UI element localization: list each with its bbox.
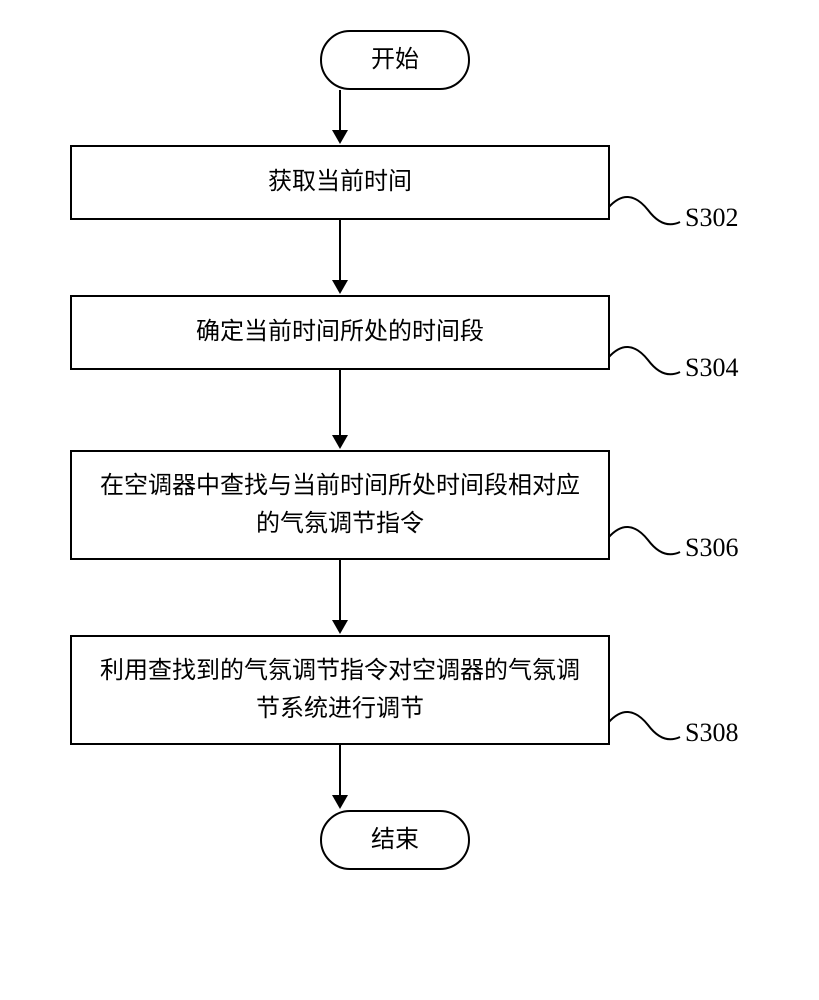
arrow-3 — [70, 370, 610, 450]
step3-node: 在空调器中查找与当前时间所处时间段相对应的气氛调节指令 — [70, 450, 610, 560]
step4-node: 利用查找到的气氛调节指令对空调器的气氛调节系统进行调节 — [70, 635, 610, 745]
step2-node: 确定当前时间所处的时间段 — [70, 295, 610, 370]
step4-text: 利用查找到的气氛调节指令对空调器的气氛调节系统进行调节 — [92, 652, 588, 729]
step1-text: 获取当前时间 — [268, 163, 412, 201]
label-s306: S306 — [685, 533, 738, 563]
arrow-4 — [70, 560, 610, 635]
label-s308: S308 — [685, 718, 738, 748]
end-node: 结束 — [320, 810, 470, 870]
label-s302: S302 — [685, 203, 738, 233]
start-node: 开始 — [320, 30, 470, 90]
connector-s306 — [608, 520, 683, 570]
connector-s308 — [608, 705, 683, 755]
end-text: 结束 — [371, 821, 419, 859]
step3-text: 在空调器中查找与当前时间所处时间段相对应的气氛调节指令 — [92, 467, 588, 544]
start-text: 开始 — [371, 41, 419, 79]
label-s304: S304 — [685, 353, 738, 383]
step2-text: 确定当前时间所处的时间段 — [196, 313, 484, 351]
step1-node: 获取当前时间 — [70, 145, 610, 220]
arrow-2 — [70, 220, 610, 295]
connector-s304 — [608, 340, 683, 390]
connector-s302 — [608, 190, 683, 240]
arrow-5 — [70, 745, 610, 810]
arrow-1 — [70, 90, 610, 145]
